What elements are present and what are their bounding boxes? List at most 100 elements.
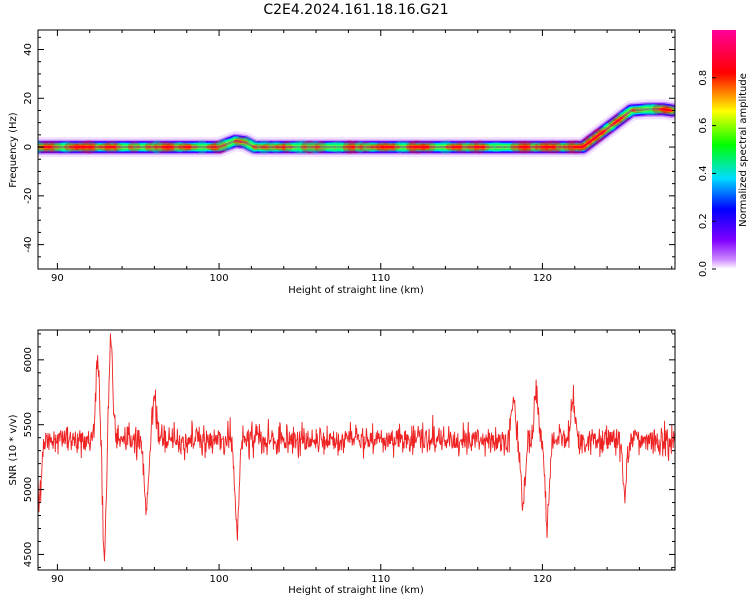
spectrogram-blob [43, 141, 56, 154]
spectrogram-blob [455, 141, 470, 153]
colorbar: 0.0 0.2 0.4 0.6 0.8 Normalized spectral ampl… [698, 30, 749, 277]
y-tick-label: 20 [23, 92, 34, 105]
spectrogram-blob [58, 141, 75, 153]
spectrogram-blob [231, 135, 242, 147]
spectrogram-ticks: 90 100 110 120 40 20 0 -20 -40 [23, 30, 675, 284]
colorbar-label: Normalized spectral amplitude [738, 73, 749, 227]
spectrogram-blob [563, 140, 577, 154]
snr-ticks: 90 100 110 120 6000 5500 5000 4500 [23, 330, 675, 585]
spectrogram-blob [461, 142, 475, 152]
spectrogram-blob [210, 140, 228, 154]
spectrogram-blob [74, 141, 92, 153]
x-tick-label: 100 [210, 273, 229, 284]
spectrogram-blob [119, 143, 138, 151]
spectrogram-blob [406, 140, 417, 154]
colorbar-tick-label: 0.2 [698, 213, 709, 229]
spectrogram-blob [473, 140, 485, 154]
y-tick-label: 0 [23, 144, 34, 150]
spectrogram-blob [380, 142, 397, 152]
spectrogram-blob [575, 143, 588, 152]
spectrogram-blob [127, 141, 141, 153]
spectrogram-blob [501, 144, 514, 151]
spectrogram-blob [567, 140, 584, 154]
snr-frame [37, 329, 676, 571]
spectrogram-blob [216, 138, 234, 151]
spectrogram-blob [335, 142, 352, 152]
spectrogram-blob [246, 139, 260, 153]
y-tick-label: -20 [23, 188, 34, 204]
spectrogram-blob [595, 127, 613, 136]
spectrogram-blob [111, 142, 123, 152]
spectrogram-blob [450, 142, 463, 152]
spectrogram-blob [296, 140, 312, 154]
spectrogram-blob [154, 141, 171, 153]
spectrogram-blob [522, 141, 539, 153]
spectrogram-blob [370, 143, 385, 151]
spectrogram-blob [251, 144, 266, 151]
figure-title: C2E4.2024.161.18.16.G21 [263, 2, 448, 18]
x-tick-label: 100 [210, 574, 229, 585]
spectrogram-blob [319, 143, 334, 152]
spectrogram-blob [555, 142, 574, 152]
colorbar-tick-label: 0.8 [698, 70, 709, 86]
x-tick-label: 110 [371, 574, 390, 585]
colorbar-tick-label: 0.4 [698, 165, 709, 181]
spectrogram-blob [652, 103, 669, 115]
spectrogram-blob [551, 142, 566, 153]
y-tick-label: 5000 [23, 477, 34, 502]
spectrogram-ylabel: Frequency (Hz) [8, 112, 19, 188]
spectrogram-blob [493, 143, 511, 151]
spectrogram-blob [52, 143, 69, 152]
spectrogram-blob [467, 140, 480, 154]
spectrogram-blob [93, 143, 107, 151]
spectrogram-blob [399, 141, 412, 153]
spectrogram-panel: 90 100 110 120 40 20 0 -20 -40 Height of straigh… [8, 29, 676, 296]
y-tick-label: 40 [23, 43, 34, 56]
spectrogram-blob [660, 105, 672, 114]
spectrogram-blob [485, 143, 497, 151]
spectrogram-blob [539, 141, 555, 153]
spectrogram-blob [225, 138, 236, 147]
spectrogram-blob [662, 105, 675, 116]
colorbar-gradient [712, 30, 736, 269]
spectrogram-blob [510, 140, 528, 154]
spectrogram-blob [607, 118, 623, 127]
spectrogram-blob [275, 143, 288, 151]
spectrogram-blob [634, 105, 653, 114]
spectrogram-blob [88, 142, 102, 152]
spectrogram-blob [292, 140, 304, 154]
spectrogram-blob [115, 142, 130, 152]
spectrogram-blob [649, 103, 661, 115]
spectrogram-band-8 [38, 108, 673, 148]
spectrogram-blob [421, 141, 436, 153]
spectrogram-blob [585, 133, 601, 146]
colorbar-tick-label: 0.6 [698, 118, 709, 134]
spectrogram-blob [363, 142, 381, 152]
colorbar-ticks: 0.0 0.2 0.4 0.6 0.8 [698, 70, 716, 277]
spectrogram-blob [617, 110, 636, 118]
spectrogram-blob [517, 140, 532, 154]
spectrogram-ridge [38, 99, 675, 158]
y-tick-label: -40 [23, 236, 34, 252]
y-tick-label: 4500 [23, 542, 34, 567]
spectrogram-blob [640, 103, 658, 116]
y-tick-label: 6000 [23, 347, 34, 372]
spectrogram-blob [623, 107, 641, 114]
spectrogram-blob [139, 142, 152, 152]
x-tick-label: 120 [533, 574, 552, 585]
spectrogram-xlabel: Height of straight line (km) [288, 285, 424, 296]
spectrogram-blob [342, 140, 356, 155]
spectrogram-blob [612, 114, 630, 123]
spectrogram-blob [445, 143, 457, 151]
spectrogram-blob [173, 141, 186, 153]
spectrogram-blob [64, 142, 80, 152]
spectrogram-blob [182, 143, 200, 151]
spectrogram-blob [591, 128, 605, 142]
spectrogram-blob [354, 141, 367, 153]
spectrogram-blob [132, 143, 147, 151]
spectrogram-blob [301, 140, 319, 154]
spectrogram-blob [81, 140, 97, 154]
spectrogram-blob [233, 136, 250, 147]
spectrogram-blob [268, 141, 283, 153]
